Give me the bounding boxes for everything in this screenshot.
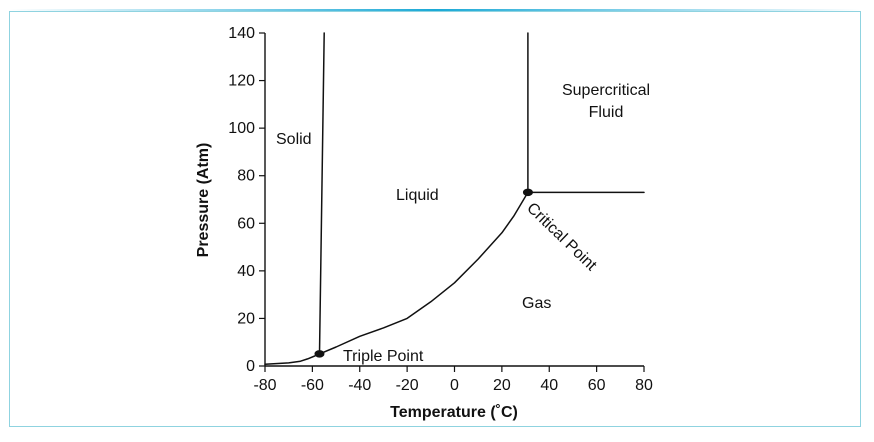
y-axis-title: Pressure (Atm)	[195, 143, 212, 258]
x-tick-label: 60	[588, 377, 606, 394]
phase-boundary-line	[318, 32, 325, 355]
region-label-supercritical: Supercritical	[562, 82, 650, 99]
x-tick-label: 40	[540, 377, 558, 394]
figure-frame	[9, 11, 861, 427]
y-tick-label: 120	[228, 73, 255, 90]
region-label-liquid: Liquid	[396, 187, 439, 204]
y-tick-label: 40	[237, 263, 255, 280]
x-tick-label: 80	[635, 377, 653, 394]
phase-point-marker	[314, 350, 325, 358]
phase-boundary-line	[318, 191, 529, 355]
x-tick-label: -60	[301, 377, 324, 394]
triple-point-label: Triple Point	[343, 348, 424, 365]
x-tick-label: 0	[450, 377, 459, 394]
region-label-gas: Gas	[522, 295, 551, 312]
x-tick-label: -20	[396, 377, 419, 394]
phase-boundary-line	[264, 353, 321, 366]
axes: -80 -60 -40 -20 0 20 40 60 80 0 20 40 60 80 100 120 140	[228, 25, 653, 394]
phase-curves	[264, 32, 645, 366]
region-label-fluid: Fluid	[589, 104, 624, 121]
critical-point-label: Critical Point	[523, 200, 600, 275]
x-tick-label: -80	[253, 377, 276, 394]
y-tick-label: 80	[237, 168, 255, 185]
y-tick-label: 0	[246, 358, 255, 375]
labels: Temperature (˚C) Pressure (Atm) Solid Li…	[195, 82, 650, 421]
y-tick-label: 60	[237, 215, 255, 232]
y-tick-label: 100	[228, 120, 255, 137]
phase-point-marker	[522, 188, 533, 197]
x-axis-title: Temperature (˚C)	[390, 404, 518, 421]
x-tick-label: -40	[348, 377, 371, 394]
point-markers	[314, 188, 533, 358]
y-tick-label: 140	[228, 25, 255, 42]
x-tick-label: 20	[493, 377, 511, 394]
region-label-solid: Solid	[276, 131, 312, 148]
y-tick-label: 20	[237, 310, 255, 327]
